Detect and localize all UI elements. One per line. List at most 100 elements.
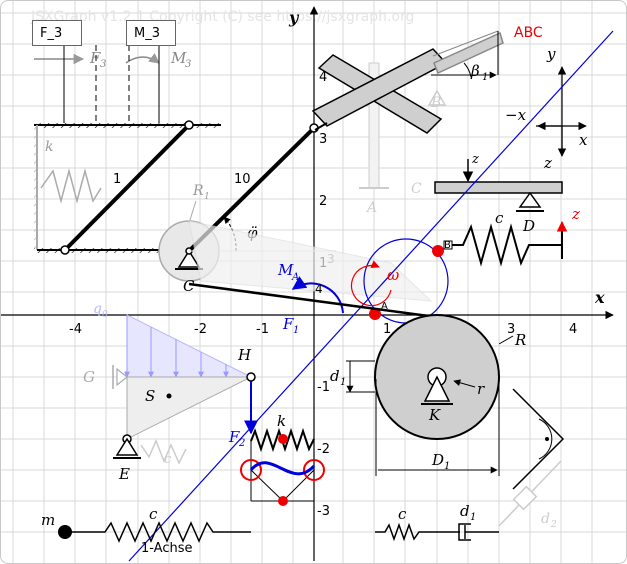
- y-tick: -2: [317, 442, 330, 457]
- svg-text:3: 3: [327, 252, 335, 266]
- svg-text:1: 1: [444, 461, 450, 472]
- svg-text:E: E: [118, 465, 130, 483]
- force-input[interactable]: F_3: [32, 20, 82, 46]
- svg-text:1: 1: [340, 377, 346, 388]
- svg-text:d: d: [460, 502, 470, 520]
- force-f3-sub: 3: [100, 59, 106, 70]
- svg-text:2: 2: [550, 520, 557, 530]
- svg-text:c: c: [149, 505, 158, 523]
- svg-text:0: 0: [102, 310, 108, 320]
- svg-text:C: C: [411, 181, 422, 197]
- svg-text:y: y: [546, 45, 556, 63]
- joint[interactable]: [60, 245, 70, 255]
- x-axis-name: x: [594, 288, 605, 307]
- pin-support-c: [177, 249, 201, 268]
- svg-text:x: x: [579, 131, 588, 149]
- blue-circle-group[interactable]: ω A: [350, 238, 449, 324]
- local-coordinate-system: y −x x z: [505, 45, 588, 172]
- svg-text:1: 1: [470, 512, 476, 523]
- svg-text:d: d: [330, 367, 340, 385]
- spring-c-right[interactable]: c B: [443, 209, 563, 267]
- joint[interactable]: [184, 120, 194, 130]
- svg-text:z: z: [571, 205, 580, 223]
- beam: [434, 181, 563, 194]
- point-h[interactable]: [246, 372, 256, 382]
- svg-text:B: B: [444, 240, 451, 251]
- copyright-text: JSXGraph v1.2.1 Copyright (C) see https:…: [30, 9, 414, 25]
- moment-input[interactable]: M_3: [126, 20, 176, 46]
- x-tick: 4: [569, 322, 577, 337]
- x-tick: 3: [507, 322, 515, 337]
- svg-text:ω: ω: [387, 266, 399, 284]
- svg-text:R: R: [514, 331, 526, 349]
- point-c-label: C: [183, 277, 195, 295]
- x-tick: -4: [69, 322, 82, 337]
- moment-m3-label: M: [170, 49, 187, 67]
- moment-m3-sub: 3: [185, 59, 191, 70]
- frame-mechanism[interactable]: k 1: [34, 120, 221, 255]
- cross-body[interactable]: A β 1 ABC B: [311, 25, 543, 216]
- force-f2-spring-k[interactable]: F 2 k: [228, 381, 325, 506]
- svg-text:M: M: [277, 261, 294, 279]
- svg-text:2: 2: [238, 438, 245, 449]
- beta1-label: β: [470, 62, 480, 80]
- spring-k-grey: [40, 168, 102, 204]
- svg-text:A: A: [291, 272, 299, 283]
- grey-rod-3: 3: [188, 220, 433, 302]
- phi-ddot-label: φ̈: [247, 224, 258, 242]
- svg-text:d: d: [541, 511, 550, 527]
- svg-text:G: G: [83, 368, 95, 386]
- connecting-rod[interactable]: [188, 282, 437, 319]
- arm-abc: [433, 31, 504, 75]
- x-tick: -1: [256, 322, 269, 337]
- r1-sub: 1: [204, 192, 210, 202]
- x-tick: -2: [194, 322, 207, 337]
- svg-text:k: k: [277, 412, 286, 430]
- x-tick: 1: [383, 322, 391, 337]
- force-f3-label: F: [89, 49, 101, 67]
- rod-10-label: 10: [234, 172, 251, 187]
- svg-text:K: K: [428, 406, 441, 424]
- svg-text:B: B: [430, 95, 441, 111]
- moment-ma[interactable]: M A F 1 4: [277, 261, 344, 336]
- wedge-damper: d 2: [498, 388, 565, 530]
- y-tick: 4: [319, 70, 327, 85]
- red-point[interactable]: [369, 308, 381, 320]
- svg-text:−x: −x: [505, 106, 527, 124]
- diagonal-line[interactable]: [128, 30, 614, 562]
- svg-text:r: r: [477, 380, 485, 398]
- y-axis-name: y: [288, 8, 300, 27]
- red-point[interactable]: [278, 496, 288, 506]
- svg-text:A: A: [365, 200, 377, 216]
- distributed-load[interactable]: q 0 G S H E c: [83, 301, 256, 483]
- svg-text:S: S: [145, 387, 155, 405]
- axis-1-label: 1-Achse: [141, 541, 193, 556]
- support-e: [115, 437, 139, 456]
- spring-k-label: k: [45, 139, 53, 155]
- r1-label: R: [192, 183, 204, 199]
- svg-text:A: A: [381, 301, 388, 312]
- support-d: [518, 191, 542, 208]
- svg-text:q: q: [93, 301, 102, 317]
- red-point[interactable]: [278, 434, 288, 444]
- y-tick: -3: [317, 504, 330, 519]
- abc-label: ABC: [514, 25, 543, 41]
- beam-support-d[interactable]: z C D z: [411, 152, 580, 252]
- svg-text:m: m: [41, 511, 55, 529]
- svg-text:z: z: [543, 154, 552, 172]
- rod-1-label: 1: [113, 172, 121, 187]
- red-point[interactable]: [432, 245, 444, 257]
- disk-r[interactable]: K r R d 1 D 1: [330, 314, 526, 476]
- y-tick: 3: [319, 132, 327, 147]
- svg-text:1: 1: [293, 325, 299, 336]
- svg-text:D: D: [431, 451, 444, 469]
- svg-text:1: 1: [482, 72, 488, 83]
- svg-text:F: F: [282, 315, 294, 333]
- y-tick: -1: [317, 380, 330, 395]
- spring-damper-bottom[interactable]: c d 1: [375, 502, 499, 542]
- svg-text:c: c: [495, 209, 504, 227]
- rod-1: [63, 123, 191, 252]
- mass-spring-bottom[interactable]: m c: [41, 505, 251, 543]
